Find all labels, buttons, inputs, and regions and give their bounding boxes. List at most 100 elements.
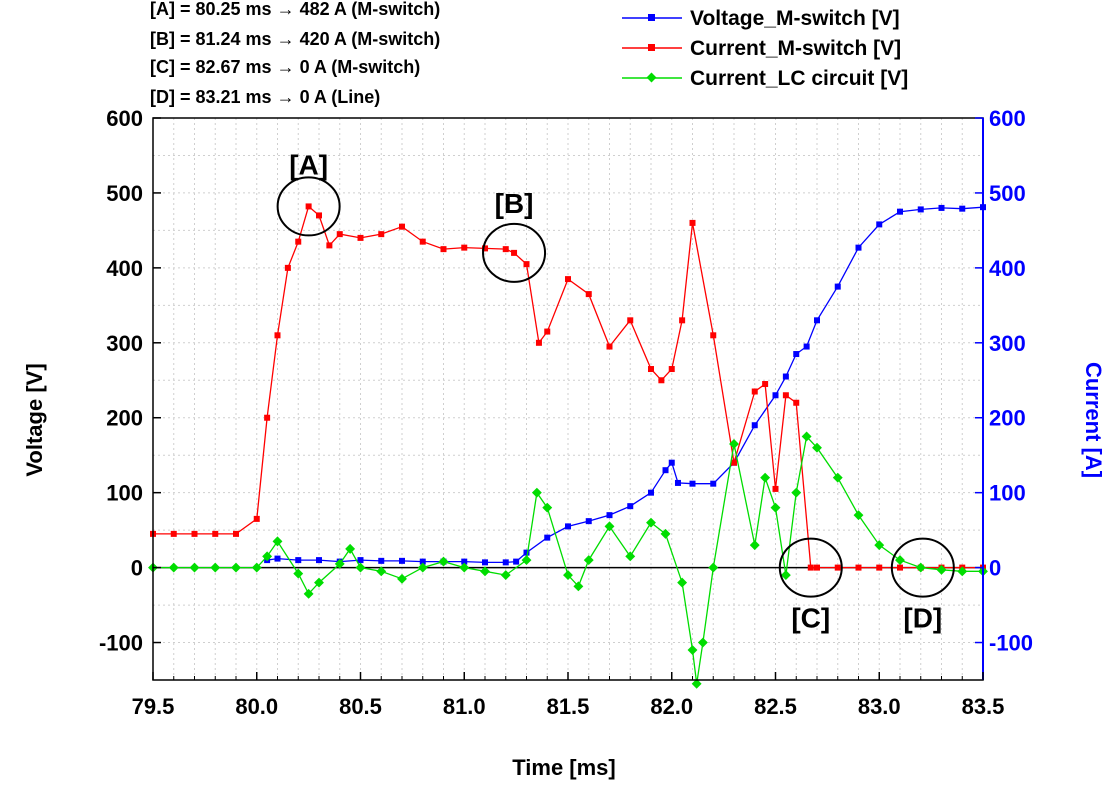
data-point-lc [853,510,864,521]
data-point-lc [729,439,739,449]
data-point-lc [936,564,947,575]
data-point-lc [293,568,304,579]
legend-marker-voltage [648,14,655,21]
data-point-current [264,414,271,421]
data-point-voltage [295,557,302,564]
data-point-lc [895,555,905,566]
x-axis-title: Time [ms] [512,755,616,780]
highlight-circle [778,537,843,598]
data-point-voltage [782,373,789,380]
data-point-voltage [585,518,592,525]
data-point-current [461,244,468,251]
x-tick-label: 80.5 [339,694,382,719]
data-point-current [855,564,862,571]
data-point-lc [660,528,671,539]
data-point-lc [355,562,366,573]
data-point-lc [791,487,802,498]
data-point-lc [438,556,449,567]
data-point-lc [697,637,708,648]
data-point-current [295,238,302,245]
data-point-lc [646,517,656,528]
data-point-current [511,249,518,256]
annotation-a: [A] = 80.25 ms → 482 A (M-switch) [150,0,440,19]
data-point-voltage [662,467,669,474]
data-point-voltage [513,558,520,565]
data-point-voltage [399,557,405,564]
data-point-current [233,530,239,537]
data-point-voltage [814,317,820,324]
data-point-current [668,366,675,373]
data-point-lc [874,540,885,551]
data-point-lc [168,562,179,573]
data-point-voltage [834,283,841,290]
legend-label-lc: Current_LC circuit [V] [690,67,908,90]
data-point-voltage [648,489,654,496]
highlight-circle [482,222,547,283]
y-axis-title: Voltage [V] [22,363,47,476]
y2-tick-label: 600 [989,106,1026,131]
data-point-voltage [917,206,924,213]
y2-tick-label: 300 [989,331,1026,356]
y2-axis-title: Current [A] [1081,362,1106,478]
y2-tick-label: 500 [989,181,1026,206]
data-point-lc [780,570,791,581]
x-tick-label: 81.5 [547,694,590,719]
data-point-lc [189,562,200,573]
data-point-current [212,530,219,537]
data-point-voltage [606,512,613,519]
data-point-lc [832,472,843,483]
x-tick-label: 81.0 [443,694,486,719]
data-point-current [689,219,696,226]
data-point-lc [801,431,812,442]
data-point-lc [583,555,594,566]
data-point-voltage [668,459,675,466]
series-line-current [153,205,983,569]
series-layer [148,203,988,689]
data-point-voltage [897,208,903,215]
data-point-current [378,231,385,238]
data-point-current [782,392,789,399]
legend-label-voltage: Voltage_M-switch [V] [690,7,900,30]
data-point-current [585,291,592,298]
x-tick-label: 83.0 [858,694,901,719]
data-point-current [606,343,613,350]
data-point-current [751,388,758,395]
y-tick-label: 0 [131,556,143,581]
data-point-lc [915,562,926,573]
data-point-voltage [544,534,551,541]
data-point-current [284,264,291,271]
x-tick-label: 79.5 [132,694,175,719]
marker-label: [C] [791,603,830,634]
data-point-lc [376,566,387,577]
y-tick-label: 600 [106,106,143,131]
data-point-voltage [855,244,862,251]
data-point-lc [691,678,702,689]
data-point-current [399,223,405,230]
data-point-current [535,339,542,346]
data-point-voltage [938,204,945,211]
data-point-current [834,564,841,571]
data-point-voltage [751,422,758,429]
data-point-lc [760,472,771,483]
data-point-current [440,246,447,253]
data-point-voltage [959,205,966,212]
annotation-block: [A] = 80.25 ms → 482 A (M-switch) [B] = … [150,0,440,107]
data-point-lc [708,562,719,573]
data-point-current [762,381,769,388]
data-point-current [336,231,343,238]
data-point-voltage [565,523,571,530]
data-point-lc [303,588,314,599]
data-point-current [357,234,364,241]
data-point-current [565,276,571,283]
data-point-lc [262,551,273,562]
data-point-lc [604,521,615,532]
legend-marker-lc [646,72,657,83]
data-point-current [170,530,177,537]
y-tick-label: 500 [106,181,143,206]
data-point-current [807,564,814,571]
data-point-current [897,564,903,571]
data-point-current [502,246,509,253]
series-line-lc [153,435,983,684]
legend-label-current: Current_M-switch [V] [690,37,901,60]
